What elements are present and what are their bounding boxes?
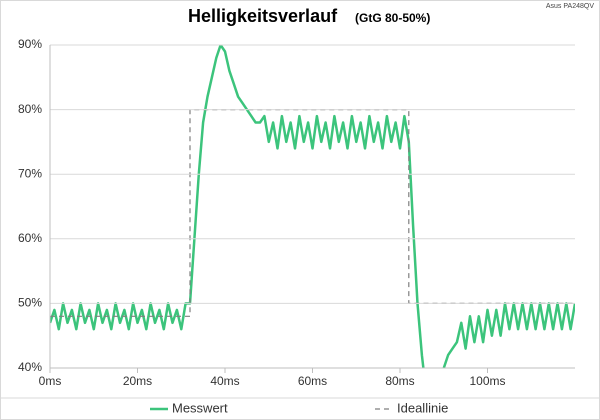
chart-title: Helligkeitsverlauf [188, 6, 338, 26]
chart-subtitle: (GtG 80-50%) [355, 11, 430, 25]
y-tick-label: 80% [18, 102, 42, 116]
chart-note: Asus PA248QV [546, 3, 594, 10]
legend-label: Messwert [172, 400, 228, 415]
y-tick-label: 60% [18, 231, 42, 245]
x-tick-label: 0ms [39, 374, 62, 388]
y-tick-label: 70% [18, 166, 42, 180]
x-tick-label: 60ms [298, 374, 327, 388]
legend-label: Ideallinie [397, 400, 448, 415]
x-tick-label: 40ms [210, 374, 239, 388]
y-tick-label: 90% [18, 37, 42, 51]
y-tick-label: 40% [18, 360, 42, 374]
x-tick-label: 20ms [123, 374, 152, 388]
x-tick-label: 100ms [469, 374, 505, 388]
x-tick-label: 80ms [385, 374, 414, 388]
y-tick-label: 50% [18, 296, 42, 310]
measured-line [50, 45, 575, 368]
